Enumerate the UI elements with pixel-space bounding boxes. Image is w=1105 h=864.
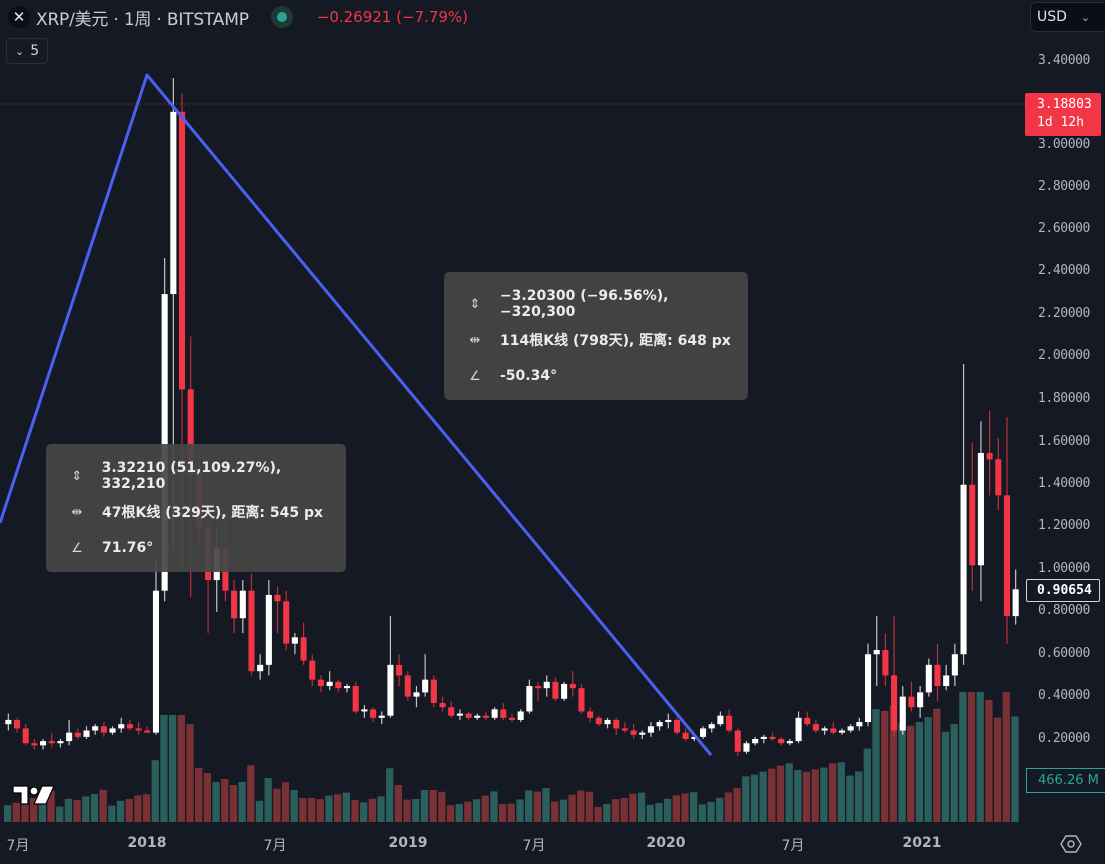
xrp-logo-icon: ✕ xyxy=(8,6,30,28)
tooltip-row: ⇕ 3.32210 (51,109.27%), 332,210 xyxy=(64,458,346,494)
chevron-down-icon: ⌄ xyxy=(1080,10,1091,24)
indicator-count: 5 xyxy=(30,43,40,59)
price-axis-label: 0.40000 xyxy=(1038,688,1090,703)
price-axis-label: 1.40000 xyxy=(1038,476,1090,491)
tooltip-row: ⇕ −3.20300 (−96.56%), −320,300 xyxy=(462,286,748,322)
measure-tooltip-fall: ⇕ −3.20300 (−96.56%), −320,300 ⇹ 114根K线 (79… xyxy=(444,272,748,400)
price-axis-label: 2.80000 xyxy=(1038,179,1090,194)
time-axis-label: 2020 xyxy=(646,835,686,851)
price-axis-label: 0.60000 xyxy=(1038,646,1090,661)
price-range-icon: ⇕ xyxy=(71,468,83,484)
indicators-collapse-button[interactable]: ⌄ 5 xyxy=(6,38,49,64)
bar-countdown: 1d 12h xyxy=(1037,115,1084,130)
time-axis-label: 2021 xyxy=(902,835,942,851)
price-axis-label: 0.20000 xyxy=(1038,731,1090,746)
high-price-tag: 3.18803 1d 12h xyxy=(1025,93,1101,136)
tooltip-row: ∠ -50.34° xyxy=(462,358,748,394)
tooltip-price-range: −3.20300 (−96.56%), −320,300 xyxy=(499,288,669,320)
tooltip-row: ⇹ 114根K线 (798天), 距离: 648 px xyxy=(462,322,748,358)
price-axis-label: 2.40000 xyxy=(1038,263,1090,278)
tradingview-logo-icon[interactable] xyxy=(12,784,56,808)
angle-icon: ∠ xyxy=(469,368,481,384)
time-axis-label: 7月 xyxy=(522,838,546,854)
tooltip-bars-range: 114根K线 (798天), 距离: 648 px xyxy=(500,333,731,349)
high-price-value: 3.18803 xyxy=(1037,97,1092,112)
price-axis-label: 1.60000 xyxy=(1038,434,1090,449)
tooltip-angle: -50.34° xyxy=(500,368,558,384)
volume-tag: 466.26 M xyxy=(1026,768,1105,793)
measure-tooltip-rise: ⇕ 3.32210 (51,109.27%), 332,210 ⇹ 47根K线 (32… xyxy=(46,444,346,572)
settings-hex-icon[interactable] xyxy=(1060,833,1082,855)
last-price-tag: 0.90654 xyxy=(1026,579,1100,602)
tooltip-row: ∠ 71.76° xyxy=(64,530,346,566)
currency-value: USD xyxy=(1037,9,1067,25)
angle-icon: ∠ xyxy=(71,540,83,556)
price-axis-label: 2.20000 xyxy=(1038,306,1090,321)
chevron-down-icon: ⌄ xyxy=(15,44,25,58)
symbol-title[interactable]: XRP/美元 · 1周 · BITSTAMP xyxy=(36,9,249,30)
price-axis-label: 2.60000 xyxy=(1038,221,1090,236)
tooltip-angle: 71.76° xyxy=(102,540,154,556)
price-axis-label: 0.80000 xyxy=(1038,603,1090,618)
price-axis-label: 1.00000 xyxy=(1038,561,1090,576)
time-axis-label: 7月 xyxy=(6,838,30,854)
time-axis-label: 7月 xyxy=(263,838,287,854)
time-axis-label: 7月 xyxy=(781,838,805,854)
tooltip-row: ⇹ 47根K线 (329天), 距离: 545 px xyxy=(64,494,346,530)
time-axis-label: 2019 xyxy=(388,835,428,851)
price-change: −0.26921 (−7.79%) xyxy=(316,8,469,26)
currency-select[interactable]: USD ⌄ xyxy=(1030,2,1105,32)
bars-range-icon: ⇹ xyxy=(71,504,83,520)
bars-range-icon: ⇹ xyxy=(469,332,481,348)
time-axis-label: 2018 xyxy=(127,835,167,851)
market-status-icon[interactable] xyxy=(270,6,293,28)
symbol-header: ✕ XRP/美元 · 1周 · BITSTAMP −0.26921 (−7.79… xyxy=(0,0,468,34)
tooltip-bars-range: 47根K线 (329天), 距离: 545 px xyxy=(102,505,324,521)
price-axis-label: 1.80000 xyxy=(1038,391,1090,406)
price-axis-label: 2.00000 xyxy=(1038,348,1090,363)
tooltip-price-range: 3.32210 (51,109.27%), 332,210 xyxy=(101,460,282,492)
price-axis-label: 1.20000 xyxy=(1038,518,1090,533)
price-axis-label: 3.00000 xyxy=(1038,137,1090,152)
price-range-icon: ⇕ xyxy=(469,296,481,312)
price-axis-label: 3.40000 xyxy=(1038,53,1090,68)
